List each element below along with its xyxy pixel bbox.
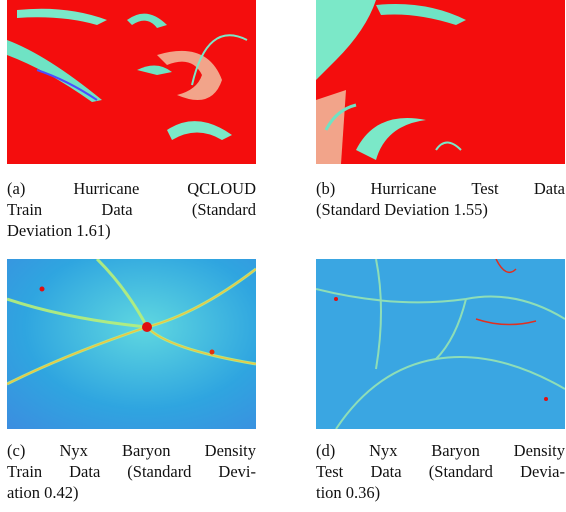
caption-text: Test Data (Standard Devia- xyxy=(316,462,565,481)
caption-label: (d) xyxy=(316,441,336,460)
caption-line: (d) Nyx Baryon Density xyxy=(316,440,565,461)
caption-text: tion 0.36) xyxy=(316,483,381,502)
caption-text: Deviation 1.61) xyxy=(7,221,111,240)
caption-text: Train Data (Standard xyxy=(7,200,256,219)
caption-label: (c) xyxy=(7,441,26,460)
caption-line: (c) Nyx Baryon Density xyxy=(7,440,256,461)
caption-d: (d) Nyx Baryon Density Test Data (Standar… xyxy=(316,440,565,503)
caption-line: Train Data (Standard Devi- xyxy=(7,461,256,482)
caption-line: ation 0.42) xyxy=(7,482,256,503)
caption-text: Hurricane Test Data xyxy=(370,179,565,198)
caption-line: Train Data (Standard xyxy=(7,199,256,220)
caption-b: (b) Hurricane Test Data (Standard Deviati… xyxy=(316,178,565,220)
caption-text: (Standard Deviation 1.55) xyxy=(316,200,488,219)
caption-line: Test Data (Standard Devia- xyxy=(316,461,565,482)
caption-text: Hurricane QCLOUD xyxy=(73,179,256,198)
caption-a: (a) Hurricane QCLOUD Train Data (Standard… xyxy=(7,178,256,241)
caption-line: (Standard Deviation 1.55) xyxy=(316,199,565,220)
caption-c: (c) Nyx Baryon Density Train Data (Standa… xyxy=(7,440,256,503)
caption-text: ation 0.42) xyxy=(7,483,79,502)
hurricane-train-image xyxy=(7,0,256,164)
caption-label: (a) xyxy=(7,179,26,198)
hurricane-test-image xyxy=(316,0,565,164)
caption-text: Nyx Baryon Density xyxy=(59,441,257,460)
caption-text: Nyx Baryon Density xyxy=(369,441,565,460)
nyx-train-image xyxy=(7,259,256,429)
caption-line: tion 0.36) xyxy=(316,482,565,503)
caption-line: Deviation 1.61) xyxy=(7,220,256,241)
caption-line: (b) Hurricane Test Data xyxy=(316,178,565,199)
caption-line: (a) Hurricane QCLOUD xyxy=(7,178,256,199)
caption-text: Train Data (Standard Devi- xyxy=(7,462,256,481)
nyx-test-image xyxy=(316,259,565,429)
caption-label: (b) xyxy=(316,179,336,198)
